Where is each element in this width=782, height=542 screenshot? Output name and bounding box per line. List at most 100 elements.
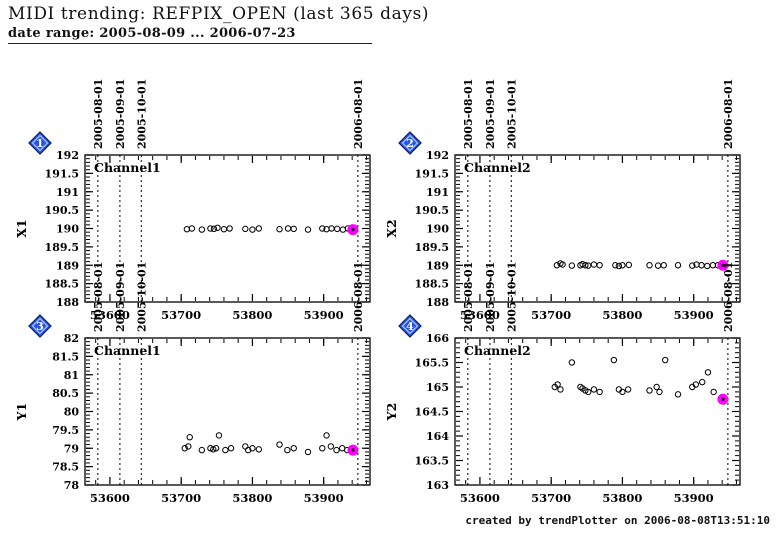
y-tick-label: 189.5	[415, 241, 449, 254]
y-tick-label: 190.5	[45, 204, 79, 217]
scatter-point	[557, 386, 564, 393]
scatter-point	[674, 391, 682, 398]
channel-label: Channel1	[94, 160, 161, 175]
scatter-point	[624, 386, 632, 393]
y-tick-label: 163	[426, 479, 449, 492]
scatter-point	[582, 262, 589, 269]
y-tick-label: 188	[56, 296, 79, 309]
channel-label: Channel1	[94, 343, 161, 358]
plot-frame	[454, 154, 741, 303]
scatter-point	[242, 225, 249, 233]
x-tick-label: 53900	[674, 491, 714, 505]
highlight-point-core	[721, 263, 725, 267]
header-underline	[8, 43, 372, 44]
y-tick-label: 81	[64, 369, 79, 382]
scatter-point	[276, 441, 283, 448]
x-axis-ticks: 53600 53700 53800 53900	[90, 339, 367, 505]
x-tick-label: 53600	[90, 491, 130, 505]
date-line-label: 2006-08-01	[352, 262, 365, 332]
scatter-point	[568, 262, 576, 269]
badge-number: 1	[36, 137, 44, 150]
scatter-point	[212, 445, 220, 452]
scatter-point	[323, 432, 330, 439]
y-tick-label: 78.5	[52, 461, 79, 474]
badge-number: 3	[36, 320, 44, 333]
scatter-point	[333, 446, 340, 454]
date-line-label: 2005-10-01	[505, 79, 518, 149]
channel-label: Channel2	[464, 343, 531, 358]
highlight-point-core	[351, 448, 355, 452]
x-tick-label: 53900	[304, 308, 344, 322]
scatter-point	[226, 225, 233, 232]
scatter-point	[327, 443, 335, 450]
y-tick-label: 190.5	[415, 204, 449, 217]
scatter-point	[646, 262, 653, 269]
plot-number-badge: 2	[398, 131, 422, 155]
scatter-point	[198, 226, 206, 233]
y-tick-label: 189	[426, 259, 449, 272]
scatter-point	[220, 226, 228, 233]
highlight-point-core	[351, 227, 355, 232]
scatter-point	[198, 446, 206, 454]
plot-number-badge: 3	[28, 314, 52, 338]
y-tick-label: 188.5	[45, 278, 79, 291]
badge-number: 2	[406, 137, 414, 150]
y-tick-label: 166	[426, 332, 449, 345]
y-axis-label: X1	[14, 219, 29, 237]
y-tick-label: 80	[64, 406, 80, 419]
y-tick-label: 164.5	[415, 406, 449, 419]
date-line-label: 2005-09-01	[114, 79, 127, 149]
scatter-point	[579, 260, 586, 268]
highlight-point-core	[721, 397, 725, 401]
channel-label: Channel2	[464, 160, 531, 175]
y-axis-ticks: 78 78.5 79 79.5 80 80.5 81 81.5 82	[52, 332, 369, 492]
plot-x2-channel2: 2005-08-01 2005-09-01 2005-10-01 2006-08-01…	[384, 79, 741, 322]
y-tick-label: 191.5	[415, 167, 449, 180]
y-axis-label: X2	[384, 219, 399, 237]
scatter-point	[585, 388, 592, 396]
y-tick-label: 82	[64, 332, 79, 345]
scatter-point	[554, 381, 561, 388]
scatter-point	[596, 262, 603, 269]
date-line-label: 2005-09-01	[114, 262, 127, 332]
scatter-point	[653, 383, 660, 391]
plot-frame	[84, 337, 371, 486]
scatter-point	[242, 443, 249, 450]
y-tick-label: 79.5	[52, 424, 79, 437]
date-lines: 2005-08-01 2005-09-01 2005-10-01 2006-08-01	[462, 79, 735, 302]
scatter-point	[186, 434, 193, 441]
scatter-point	[290, 225, 297, 233]
scatter-point	[619, 262, 626, 269]
y-tick-label: 188.5	[415, 278, 449, 291]
y-tick-label: 188	[426, 296, 449, 309]
scatter-point	[188, 225, 196, 232]
scatter-point	[215, 432, 223, 439]
date-lines: 2005-08-01 2005-09-01 2005-10-01 2006-08-01	[92, 262, 365, 485]
scatter-point	[185, 443, 192, 450]
scatter-points	[553, 260, 722, 270]
plot-number-badge: 4	[398, 314, 422, 338]
scatter-point	[222, 446, 229, 454]
x-tick-label: 53800	[602, 491, 642, 505]
y-tick-label: 190	[426, 223, 449, 236]
scatter-point	[568, 359, 576, 366]
date-line-label: 2006-08-01	[352, 79, 365, 149]
x-tick-label: 53800	[602, 308, 642, 322]
x-tick-label: 53800	[232, 308, 272, 322]
scatter-point	[290, 445, 297, 452]
scatter-point	[660, 262, 667, 269]
x-tick-label: 53700	[161, 308, 201, 322]
scatter-points	[551, 356, 717, 398]
scatter-point	[207, 225, 214, 232]
date-line-label: 2005-08-01	[92, 262, 105, 332]
date-line-label: 2005-08-01	[462, 79, 475, 149]
y-tick-label: 81.5	[52, 350, 79, 363]
scatter-point	[249, 445, 256, 452]
y-tick-label: 80.5	[52, 387, 79, 400]
x-axis-ticks: 53600 53700 53800 53900	[460, 156, 737, 322]
y-tick-label: 192	[426, 149, 449, 162]
date-line-label: 2005-08-01	[92, 79, 105, 149]
scatter-point	[284, 446, 291, 454]
scatter-point	[276, 226, 283, 233]
scatter-point	[304, 448, 312, 456]
